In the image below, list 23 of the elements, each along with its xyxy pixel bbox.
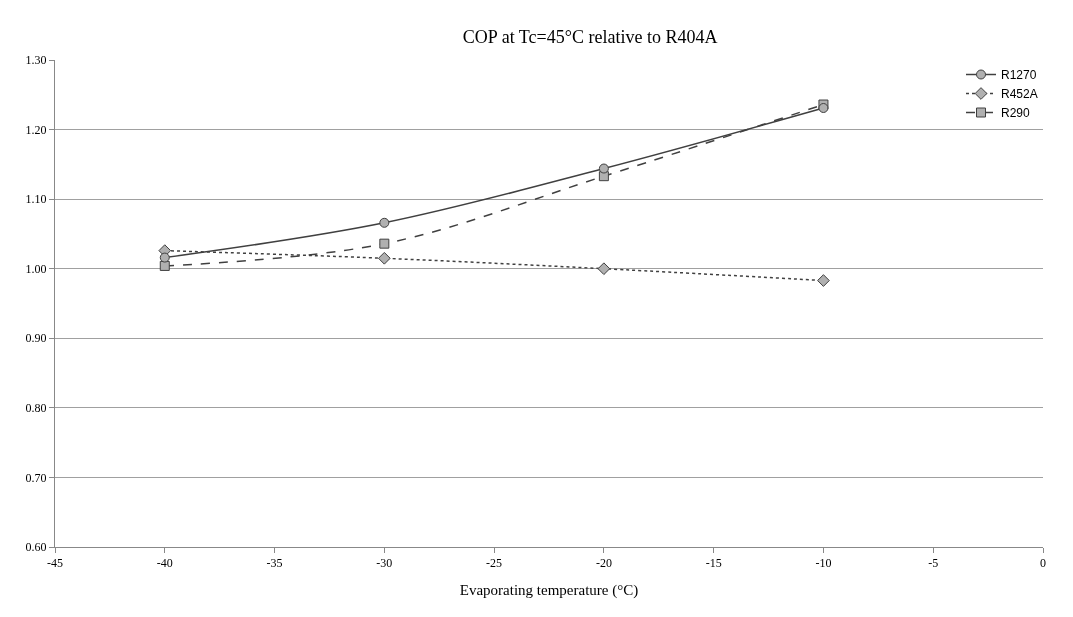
- chart-title: COP at Tc=45°C relative to R404A: [462, 27, 718, 48]
- y-tick-label: 1.30: [25, 53, 47, 68]
- x-tick-label: -35: [266, 556, 283, 571]
- legend-label: R290: [1001, 106, 1031, 121]
- x-tick-label: -15: [705, 556, 722, 571]
- y-tick-label: 0.80: [25, 401, 47, 416]
- y-tick-label: 1.00: [25, 261, 47, 276]
- legend-label: R452A: [1001, 87, 1038, 102]
- y-tick-label: 1.20: [25, 122, 47, 137]
- x-tick-label: 0: [1040, 556, 1046, 571]
- x-tick-label: -5: [928, 556, 939, 571]
- x-tick-label: -20: [595, 556, 612, 571]
- legend-label: R1270: [1001, 68, 1037, 83]
- x-tick-label: -25: [486, 556, 503, 571]
- x-axis-title: Evaporating temperature (°C): [459, 582, 639, 600]
- y-tick-label: 0.60: [25, 540, 47, 555]
- y-tick-label: 1.10: [25, 192, 47, 207]
- y-tick-label: 0.90: [25, 331, 47, 346]
- x-tick-label: -45: [47, 556, 63, 571]
- x-tick-label: -40: [156, 556, 173, 571]
- x-tick-label: -10: [815, 556, 832, 571]
- y-tick-label: 0.70: [25, 470, 47, 485]
- x-tick-label: -30: [376, 556, 393, 571]
